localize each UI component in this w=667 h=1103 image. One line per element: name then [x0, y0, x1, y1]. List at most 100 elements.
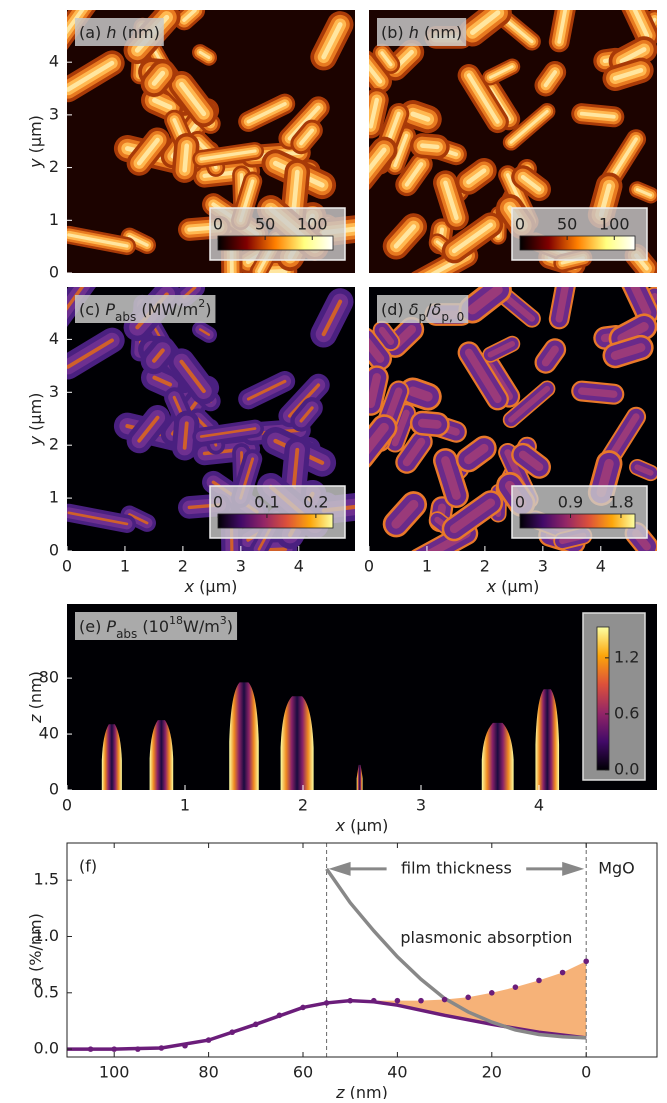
y-tick-label: 3: [49, 382, 59, 401]
colorbar-tick-label: 0: [515, 493, 525, 512]
absorption-profile: [535, 689, 559, 790]
x-tick-label: 100: [99, 1063, 130, 1082]
x-tick-label: 1: [180, 796, 190, 815]
x-tick-label: 2: [480, 557, 490, 576]
point: [465, 995, 471, 1001]
label-part: P: [106, 617, 116, 636]
label-part: p, 0: [441, 310, 464, 324]
point: [324, 1000, 330, 1006]
point: [395, 998, 401, 1004]
y-tick-label: 1: [49, 210, 59, 229]
point: [371, 998, 377, 1004]
y-tick-label: 0: [49, 263, 59, 282]
x-tick-label: 1: [120, 557, 130, 576]
colorbar-tick-label: 0.0: [614, 760, 639, 779]
label-part: (nm): [419, 23, 462, 42]
colorbar-tick-label: 0: [515, 215, 525, 234]
y-axis-label: z (nm): [26, 671, 45, 724]
point: [442, 997, 448, 1003]
label-part: abs: [116, 627, 137, 641]
colorbar-tick-label: 0.9: [558, 493, 583, 512]
x-tick-label: 4: [596, 557, 606, 576]
colorbar-box: [583, 613, 645, 780]
point: [300, 1005, 306, 1011]
x-tick-label: 1: [422, 557, 432, 576]
x-tick-label: 40: [387, 1063, 407, 1082]
colorbar: [597, 627, 609, 770]
label-part: (nm): [26, 671, 45, 714]
label-part: 18: [169, 614, 183, 627]
annotation: MgO: [598, 858, 635, 877]
point: [182, 1043, 188, 1049]
heatmap-feature: [371, 377, 377, 404]
colorbar-tick-label: 50: [557, 215, 577, 234]
point: [489, 990, 495, 996]
x-tick-label: 20: [482, 1063, 502, 1082]
colorbar-tick-label: 100: [599, 215, 630, 234]
heatmap-feature: [185, 146, 187, 171]
label-part: (c): [79, 300, 105, 319]
label-part: (10: [137, 617, 169, 636]
panel-title: (a) h (nm): [79, 23, 160, 42]
colorbar-tick-label: 0: [213, 215, 223, 234]
colorbar-tick-label: 0.1: [254, 493, 279, 512]
absorption-profile: [229, 682, 259, 790]
label-part: (b): [381, 23, 409, 42]
colorbar: [520, 514, 635, 528]
panel-title: (f): [79, 857, 97, 876]
arrow-head: [562, 862, 584, 876]
point: [253, 1022, 259, 1028]
label-part: x: [184, 577, 195, 596]
colorbar: [520, 236, 635, 250]
y-tick-label: 1.5: [34, 870, 59, 889]
label-part: δ: [432, 300, 442, 319]
label-part: (a): [79, 23, 106, 42]
y-tick-label: 4: [49, 52, 59, 71]
point: [135, 1046, 141, 1052]
y-tick-label: 0: [49, 541, 59, 560]
x-axis-label: x (μm): [184, 577, 238, 596]
colorbar-tick-label: 1.2: [614, 647, 639, 666]
colorbar-tick-label: 50: [255, 215, 275, 234]
heatmap-feature: [422, 146, 437, 147]
y-axis-label: a (%/nm): [26, 913, 45, 987]
label-part: abs: [115, 310, 136, 324]
point: [513, 984, 519, 990]
colorbar-tick-label: 1.8: [608, 493, 633, 512]
y-axis-label: y (μm): [26, 115, 45, 169]
heatmap-feature: [185, 423, 187, 448]
x-tick-label: 3: [416, 796, 426, 815]
label-part: 2: [198, 297, 205, 310]
y-tick-label: 40: [39, 724, 59, 743]
colorbar-tick-label: 0.6: [614, 703, 639, 722]
colorbar: [218, 236, 333, 250]
x-tick-label: 2: [298, 796, 308, 815]
label-part: x: [486, 577, 497, 596]
label-part: y: [26, 435, 45, 446]
x-tick-label: 60: [293, 1063, 313, 1082]
annotation: film thickness: [401, 858, 512, 877]
x-tick-label: 3: [538, 557, 548, 576]
x-axis-label: x (μm): [335, 816, 389, 835]
x-tick-label: 3: [236, 557, 246, 576]
label-part: (μm): [345, 816, 388, 835]
label-part: (μm): [194, 577, 237, 596]
absorption-profile: [281, 696, 314, 790]
point: [206, 1037, 212, 1043]
colorbar-tick-label: 0: [213, 493, 223, 512]
point: [536, 978, 542, 984]
label-part: (μm): [26, 115, 45, 158]
annotation: plasmonic absorption: [400, 928, 572, 947]
point: [418, 998, 424, 1004]
x-tick-label: 4: [294, 557, 304, 576]
x-tick-label: 0: [364, 557, 374, 576]
label-part: 3: [220, 614, 227, 627]
y-tick-label: 3: [49, 104, 59, 123]
heatmap-feature: [413, 391, 428, 396]
point: [229, 1029, 235, 1035]
y-tick-label: 4: [49, 329, 59, 348]
colorbar-tick-label: 100: [297, 215, 328, 234]
panel-title: (b) h (nm): [381, 23, 462, 42]
x-tick-label: 0: [62, 796, 72, 815]
